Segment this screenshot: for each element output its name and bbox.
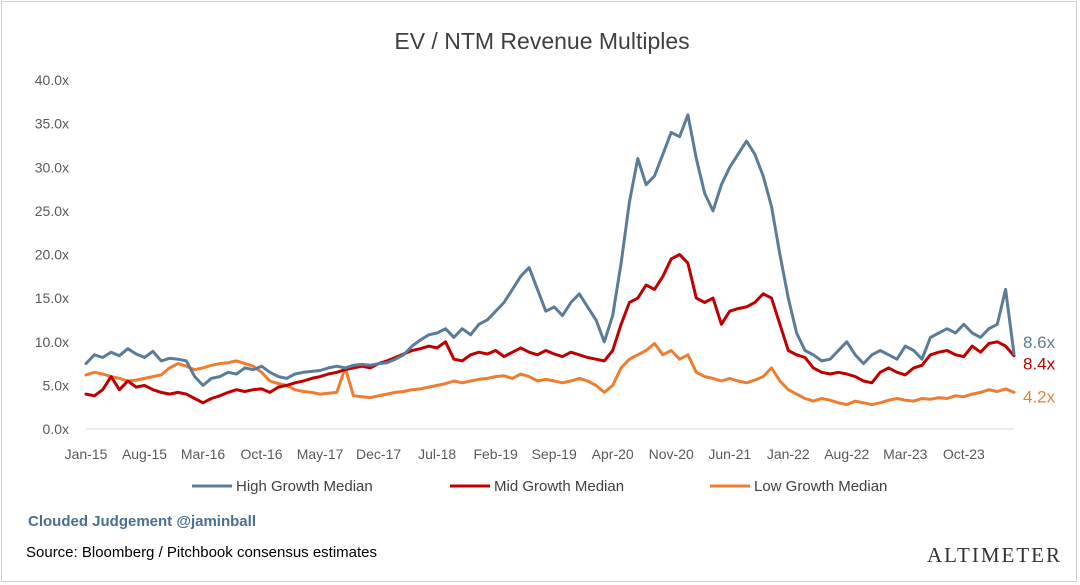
legend-item: High Growth Median xyxy=(192,478,373,495)
y-tick-label: 25.0x xyxy=(35,203,69,219)
source-text: Source: Bloomberg / Pitchbook consensus … xyxy=(26,544,378,561)
series-line-high-growth-median xyxy=(84,113,1016,387)
x-tick-label: Jul-18 xyxy=(418,446,456,462)
legend: High Growth Median Mid Growth Median Low G… xyxy=(192,478,887,495)
legend-label: Mid Growth Median xyxy=(494,478,624,495)
x-tick-label: Feb-19 xyxy=(473,446,518,462)
y-tick-label: 20.0x xyxy=(35,247,69,263)
x-tick-label: Aug-22 xyxy=(824,446,869,462)
x-tick-label: Mar-23 xyxy=(883,446,928,462)
end-value-label: 8.6x xyxy=(1023,333,1056,352)
x-tick-label: Jan-15 xyxy=(65,446,108,462)
line-chart: EV / NTM Revenue Multiples 0.0x 5.0x 10.0x… xyxy=(35,28,1056,495)
y-tick-label: 10.0x xyxy=(35,334,69,350)
x-tick-label: Aug-15 xyxy=(122,446,167,462)
series-line-mid-growth-median xyxy=(84,253,1016,405)
x-tick-label: May-17 xyxy=(297,446,344,462)
x-axis: Jan-15 Aug-15 Mar-16 Oct-16 May-17 Dec-17 Jul-… xyxy=(65,428,1014,462)
y-tick-label: 40.0x xyxy=(35,72,69,88)
series-layer xyxy=(84,113,1016,407)
y-tick-label: 30.0x xyxy=(35,159,69,175)
end-labels: 8.6x 8.4x 4.2x xyxy=(1023,333,1056,406)
end-value-label: 4.2x xyxy=(1023,387,1056,406)
x-tick-label: Sep-19 xyxy=(532,446,577,462)
legend-label: High Growth Median xyxy=(236,478,373,495)
y-tick-label: 35.0x xyxy=(35,116,69,132)
end-value-label: 8.4x xyxy=(1023,355,1056,374)
brand-logo: ALTIMETER xyxy=(926,543,1062,567)
legend-item: Mid Growth Median xyxy=(450,478,624,495)
y-tick-label: 5.0x xyxy=(43,377,69,393)
x-tick-label: Oct-16 xyxy=(241,446,283,462)
x-tick-label: Dec-17 xyxy=(356,446,401,462)
y-tick-label: 0.0x xyxy=(43,421,69,437)
legend-item: Low Growth Median xyxy=(710,478,887,495)
y-tick-label: 15.0x xyxy=(35,290,69,306)
chart-title: EV / NTM Revenue Multiples xyxy=(394,28,689,54)
legend-label: Low Growth Median xyxy=(754,478,887,495)
x-tick-label: Jan-22 xyxy=(767,446,810,462)
watermark-text: Clouded Judgement @jaminball xyxy=(28,513,256,530)
x-tick-label: Jun-21 xyxy=(708,446,751,462)
x-tick-label: Mar-16 xyxy=(181,446,226,462)
y-axis: 0.0x 5.0x 10.0x 15.0x 20.0x 25.0x 30.0x 35.0x 40… xyxy=(35,72,69,437)
x-tick-label: Oct-23 xyxy=(943,446,985,462)
x-tick-label: Nov-20 xyxy=(649,446,694,462)
x-tick-label: Apr-20 xyxy=(592,446,634,462)
series-line-low-growth-median xyxy=(84,342,1016,407)
